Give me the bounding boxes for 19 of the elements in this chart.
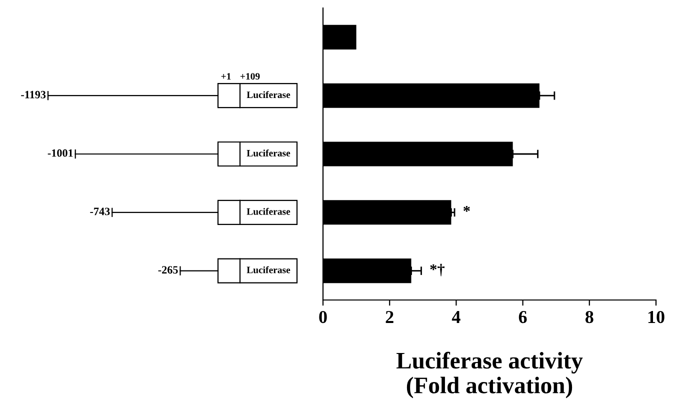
- annotation: *: [464, 206, 470, 212]
- text: Luciferase: [246, 208, 290, 215]
- text: -1193: [21, 90, 46, 98]
- text: Luciferase: [246, 91, 290, 98]
- text: Luciferase: [246, 149, 290, 156]
- text: -743: [90, 208, 110, 216]
- x-tick-label: 0: [319, 310, 327, 324]
- annotation: *†: [430, 264, 444, 276]
- text: +109: [240, 73, 260, 80]
- x-tick-label: 8: [585, 310, 594, 324]
- x-tick-label: 2: [386, 310, 394, 323]
- text: -265: [158, 266, 178, 274]
- x-tick-label: 6: [518, 310, 527, 324]
- x-tick-label: 10: [648, 310, 664, 324]
- text: +1: [221, 73, 231, 80]
- x-tick-label: 4: [452, 311, 460, 323]
- x-axis-title: Luciferase activity (Fold activation): [396, 352, 583, 398]
- text: Luciferase: [246, 266, 290, 274]
- text: -1001: [48, 149, 73, 157]
